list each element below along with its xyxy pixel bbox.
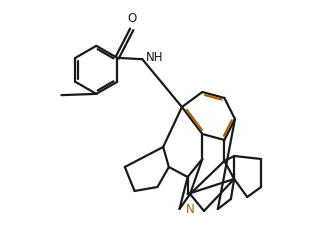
Text: N: N [186, 202, 194, 215]
Text: O: O [127, 12, 136, 25]
Text: NH: NH [145, 51, 163, 64]
